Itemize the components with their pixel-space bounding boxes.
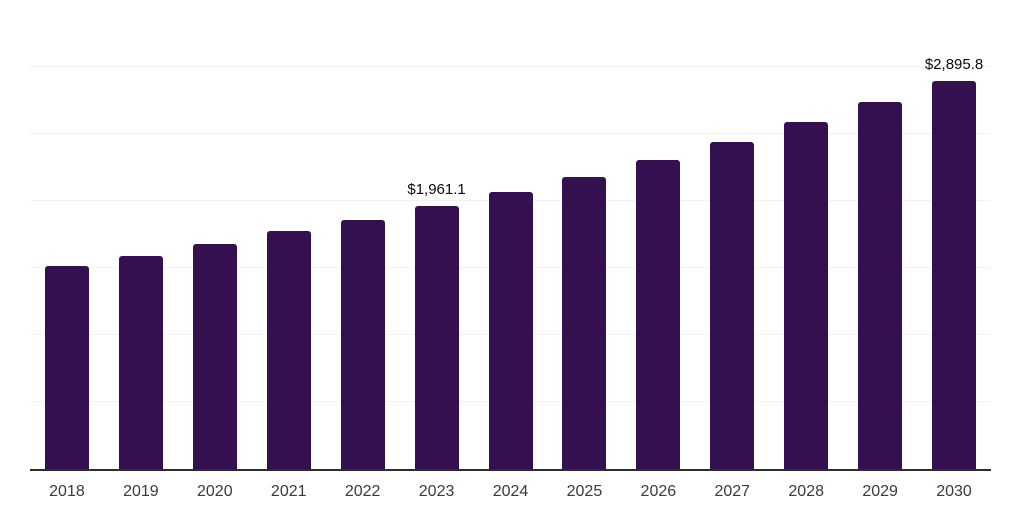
bar-2028 — [784, 122, 829, 469]
bar-2021 — [266, 231, 311, 469]
x-axis-tick-label: 2028 — [788, 483, 824, 500]
x-axis-tick-label: 2029 — [862, 483, 898, 500]
bar-2020 — [192, 244, 237, 469]
gridline — [30, 66, 991, 67]
x-axis-tick-label: 2021 — [270, 483, 307, 500]
x-axis-tick-label: 2023 — [418, 483, 455, 500]
x-axis-tick-label: 2019 — [123, 483, 159, 500]
bar-2025 — [562, 176, 607, 469]
x-axis-tick-label: 2024 — [492, 483, 529, 500]
gridline — [30, 133, 991, 134]
x-axis: 2018 2019 2020 2021 2022 2023 2024 2025 2026 2027… — [30, 483, 991, 505]
bar-value-label: $2,895.8 — [924, 55, 984, 73]
bar-2023 — [414, 206, 459, 469]
bar-2022 — [340, 220, 385, 469]
x-axis-tick-label: 2022 — [344, 483, 381, 500]
bar-value-label: $1,961.1 — [407, 181, 466, 199]
x-axis-line — [30, 469, 991, 471]
x-axis-tick-label: 2025 — [566, 483, 603, 500]
bar-2019 — [118, 255, 163, 469]
x-axis-tick-label: 2026 — [640, 483, 677, 500]
bar-2024 — [488, 192, 533, 469]
bar-2027 — [710, 142, 755, 469]
x-axis-tick-label: 2027 — [714, 483, 751, 500]
plot-area: $1,961.1 $2,895.8 — [30, 0, 991, 471]
x-axis-tick-label: 2030 — [936, 483, 972, 500]
x-axis-tick-label: 2020 — [197, 483, 233, 500]
x-axis-tick-label: 2018 — [49, 483, 85, 500]
bar-2026 — [636, 160, 681, 469]
bar-2029 — [858, 101, 903, 469]
bar-2018 — [44, 266, 89, 469]
bar-2030 — [932, 80, 977, 469]
